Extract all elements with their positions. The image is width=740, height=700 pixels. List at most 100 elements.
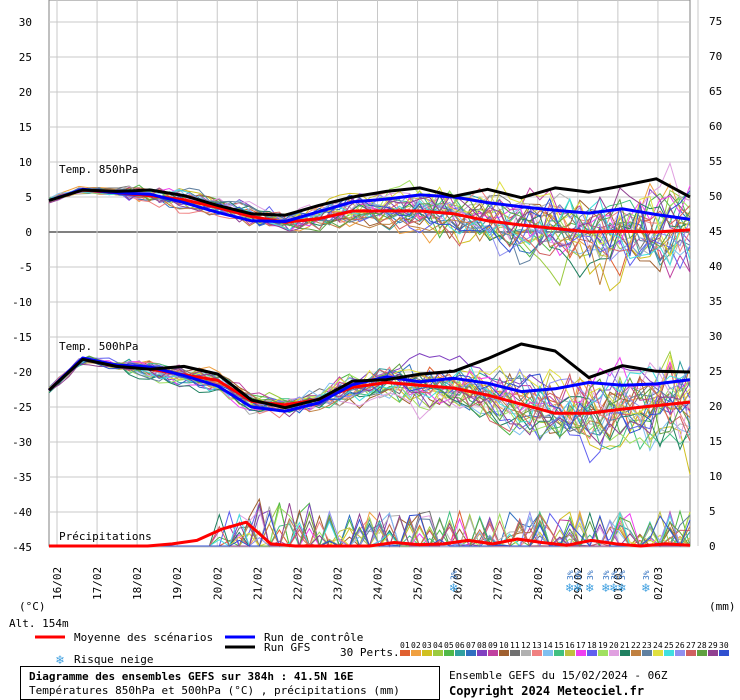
pert-number: 12 bbox=[521, 641, 531, 650]
altitude-label: Alt. 154m bbox=[9, 617, 69, 630]
member-line-29 bbox=[48, 187, 691, 272]
left-tick-label: -40 bbox=[12, 506, 32, 519]
axis-ticks: 302520151050-5-10-15-20-25-30-35-40-4575… bbox=[12, 15, 722, 600]
t500-section-label: Temp. 500hPa bbox=[59, 340, 138, 353]
pert-number: 21 bbox=[620, 641, 630, 650]
x-tick-label: 20/02 bbox=[211, 567, 224, 600]
left-tick-label: -45 bbox=[12, 541, 32, 554]
pert-number: 14 bbox=[543, 641, 553, 650]
pert-number: 23 bbox=[642, 641, 652, 650]
pert-color-swatch bbox=[620, 650, 630, 656]
pert-number: 28 bbox=[697, 641, 707, 650]
pert-number: 15 bbox=[554, 641, 564, 650]
right-tick-label: 35 bbox=[709, 295, 722, 308]
pert-number: 26 bbox=[675, 641, 685, 650]
x-tick-label: 21/02 bbox=[251, 567, 264, 600]
copyright-label: Copyright 2024 Meteociel.fr bbox=[449, 684, 645, 698]
chart-subtitle: Températures 850hPa et 500hPa (°C) , pré… bbox=[29, 684, 400, 697]
pert-color-swatch bbox=[510, 650, 520, 656]
pert-color-swatch bbox=[664, 650, 674, 656]
left-tick-label: -25 bbox=[12, 401, 32, 414]
pert-number: 05 bbox=[444, 641, 454, 650]
snow-marker-8: 3%❄ bbox=[641, 570, 651, 596]
chart-title: Diagramme des ensembles GEFS sur 384h : … bbox=[29, 670, 354, 683]
right-tick-label: 5 bbox=[709, 505, 716, 518]
pert-color-swatch bbox=[488, 650, 498, 656]
snow-pct-label: 3% bbox=[610, 570, 619, 580]
precip-section-label: Précipitations bbox=[59, 530, 152, 543]
snow-marker-5: 3%❄ bbox=[601, 570, 611, 596]
snowflake-icon: ❄ bbox=[449, 581, 458, 596]
x-tick-label: 28/02 bbox=[532, 567, 545, 600]
pert-number: 19 bbox=[598, 641, 608, 650]
series-line-t850-2 bbox=[48, 177, 691, 217]
right-tick-label: 60 bbox=[709, 120, 722, 133]
pert-color-swatch bbox=[521, 650, 531, 656]
pert-color-swatch bbox=[477, 650, 487, 656]
snow-marker-3: 3%❄ bbox=[573, 570, 583, 596]
left-tick-label: 25 bbox=[19, 51, 32, 64]
pert-color-swatch bbox=[697, 650, 707, 656]
pert-number: 06 bbox=[455, 641, 465, 650]
pert-color-swatch bbox=[411, 650, 421, 656]
snow-marker-6: 3%❄ bbox=[609, 570, 619, 596]
snow-marker-4: 3%❄ bbox=[585, 570, 595, 596]
left-tick-label: -30 bbox=[12, 436, 32, 449]
snow-marker-1: 3%❄ bbox=[449, 570, 459, 596]
snowflake-icon: ❄ bbox=[55, 653, 64, 668]
x-tick-label: 22/02 bbox=[291, 567, 304, 600]
right-tick-label: 65 bbox=[709, 85, 722, 98]
pert-number: 17 bbox=[576, 641, 586, 650]
right-tick-label: 40 bbox=[709, 260, 722, 273]
x-tick-label: 25/02 bbox=[412, 567, 425, 600]
pert-number: 08 bbox=[477, 641, 487, 650]
series-line-precip-6 bbox=[49, 520, 691, 548]
snow-risk-markers: 3%❄3%❄3%❄3%❄3%❄3%❄3%❄3%❄ bbox=[449, 570, 651, 596]
pert-color-swatch bbox=[400, 650, 410, 656]
legend-snow-label: Risque neige bbox=[74, 653, 153, 666]
left-tick-label: 0 bbox=[25, 226, 32, 239]
pert-number: 20 bbox=[609, 641, 619, 650]
x-tick-label: 24/02 bbox=[372, 567, 385, 600]
pert-color-swatch bbox=[587, 650, 597, 656]
snowflake-icon: ❄ bbox=[585, 581, 594, 596]
x-tick-label: 19/02 bbox=[171, 567, 184, 600]
left-tick-label: 15 bbox=[19, 121, 32, 134]
member-line-19 bbox=[48, 357, 691, 449]
member-line-29 bbox=[48, 363, 691, 446]
pert-color-swatch bbox=[708, 650, 718, 656]
snowflake-icon: ❄ bbox=[573, 581, 582, 596]
snow-pct-label: 3% bbox=[574, 570, 583, 580]
pert-number: 29 bbox=[708, 641, 718, 650]
right-tick-label: 10 bbox=[709, 470, 722, 483]
right-tick-label: 30 bbox=[709, 330, 722, 343]
x-tick-label: 27/02 bbox=[492, 567, 505, 600]
left-tick-label: 10 bbox=[19, 156, 32, 169]
series-line-t850-1 bbox=[48, 187, 691, 223]
snowflake-icon: ❄ bbox=[601, 581, 610, 596]
x-tick-label: 01/03 bbox=[612, 567, 625, 600]
snow-pct-label: 3% bbox=[586, 570, 595, 580]
pert-number: 22 bbox=[631, 641, 641, 650]
pert-color-swatch bbox=[642, 650, 652, 656]
right-tick-label: 25 bbox=[709, 365, 722, 378]
x-tick-label: 02/03 bbox=[652, 567, 665, 600]
legend-gfs-label: Run GFS bbox=[264, 641, 310, 654]
pert-color-swatch bbox=[609, 650, 619, 656]
series-line-t500-5 bbox=[47, 342, 691, 410]
pert-number: 03 bbox=[422, 641, 432, 650]
pert-number: 13 bbox=[532, 641, 542, 650]
pert-color-swatch bbox=[433, 650, 443, 656]
plot-frame bbox=[48, 0, 691, 547]
snowflake-icon: ❄ bbox=[641, 581, 650, 596]
pert-number: 11 bbox=[510, 641, 520, 650]
snow-pct-label: 3% bbox=[566, 570, 575, 580]
main-series bbox=[47, 177, 691, 548]
pert-number: 16 bbox=[565, 641, 575, 650]
pert-color-swatch bbox=[719, 650, 729, 656]
right-axis-unit: (mm) bbox=[709, 600, 736, 613]
pert-number: 07 bbox=[466, 641, 476, 650]
t850-section-label: Temp. 850hPa bbox=[59, 163, 138, 176]
legend-control-label: Run de contrôle bbox=[264, 631, 363, 644]
right-tick-label: 20 bbox=[709, 400, 722, 413]
